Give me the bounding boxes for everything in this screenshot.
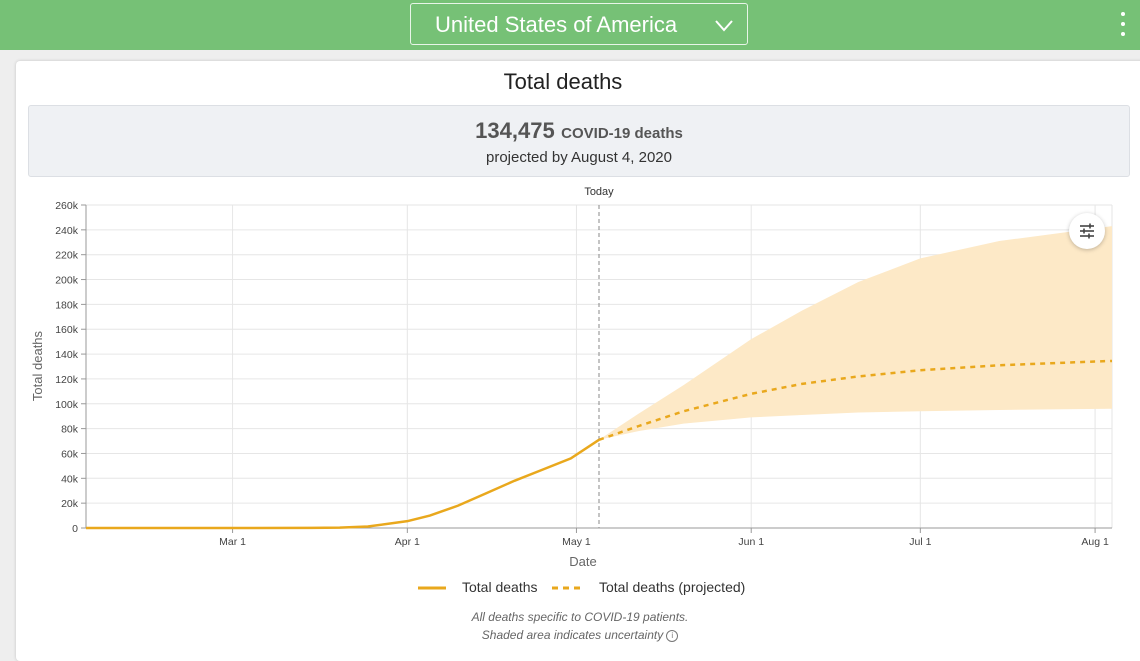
today-label: Today bbox=[584, 186, 614, 198]
projected-deaths-value: 134,475 bbox=[475, 118, 555, 143]
info-icon[interactable]: i bbox=[666, 629, 679, 642]
x-tick-label: Apr 1 bbox=[395, 536, 420, 548]
summary-headline: 134,475 COVID-19 deaths bbox=[29, 118, 1129, 144]
y-tick-label: 160k bbox=[55, 324, 79, 336]
y-tick-label: 100k bbox=[55, 399, 79, 411]
y-tick-label: 180k bbox=[55, 299, 79, 311]
y-tick-label: 40k bbox=[61, 473, 79, 485]
y-tick-label: 20k bbox=[61, 498, 79, 510]
y-tick-label: 200k bbox=[55, 275, 79, 287]
x-tick-label: Jun 1 bbox=[738, 536, 764, 548]
top-bar: United States of America bbox=[0, 0, 1140, 50]
legend-label-total-deaths-projected: Total deaths (projected) bbox=[599, 579, 746, 595]
x-tick-label: Jul 1 bbox=[909, 536, 931, 548]
y-tick-label: 260k bbox=[55, 200, 79, 212]
projected-deaths-unit: COVID-19 deaths bbox=[561, 125, 683, 142]
kebab-menu-icon[interactable] bbox=[1117, 12, 1129, 38]
legend-label-total-deaths: Total deaths bbox=[462, 579, 538, 595]
x-tick-label: May 1 bbox=[562, 536, 591, 548]
total-deaths-chart: Today 0 20k 40k 60k 80k 100k 120k 140k 160k 180k 2… bbox=[30, 186, 1113, 569]
y-tick-label: 120k bbox=[55, 374, 79, 386]
chart-settings-button[interactable] bbox=[1069, 213, 1105, 249]
x-tick-label: Aug 1 bbox=[1081, 536, 1109, 548]
uncertainty-band bbox=[599, 226, 1112, 440]
card-title: Total deaths bbox=[503, 69, 623, 94]
summary-box: 134,475 COVID-19 deaths projected by Aug… bbox=[28, 105, 1130, 177]
x-axis-label: Date bbox=[569, 554, 596, 569]
note-line-1: All deaths specific to COVID-19 patients… bbox=[471, 610, 689, 624]
legend-item-total-deaths[interactable]: Total deaths bbox=[418, 578, 548, 596]
y-tick-label: 140k bbox=[55, 349, 79, 361]
country-select-label: United States of America bbox=[435, 12, 678, 37]
y-axis-label: Total deaths bbox=[30, 330, 45, 401]
y-tick-label: 240k bbox=[55, 225, 79, 237]
series-line-total-deaths[interactable] bbox=[86, 438, 600, 530]
legend-dashed-swatch bbox=[552, 586, 584, 590]
y-tick-label: 220k bbox=[55, 250, 79, 262]
y-tick-label: 0 bbox=[72, 523, 78, 535]
note-line-2-text: Shaded area indicates uncertainty bbox=[481, 628, 664, 642]
sliders-icon bbox=[1080, 223, 1094, 239]
legend-solid-swatch bbox=[418, 586, 446, 590]
legend-item-total-deaths-projected[interactable]: Total deaths (projected) bbox=[552, 578, 752, 596]
country-select[interactable]: United States of America bbox=[410, 3, 748, 45]
y-tick-label: 80k bbox=[61, 424, 79, 436]
y-tick-label: 60k bbox=[61, 448, 79, 460]
note-line-2: Shaded area indicates uncertainty i bbox=[0, 628, 1140, 642]
summary-subtitle: projected by August 4, 2020 bbox=[486, 149, 672, 166]
chevron-down-icon bbox=[715, 20, 733, 32]
x-tick-label: Mar 1 bbox=[219, 536, 246, 548]
